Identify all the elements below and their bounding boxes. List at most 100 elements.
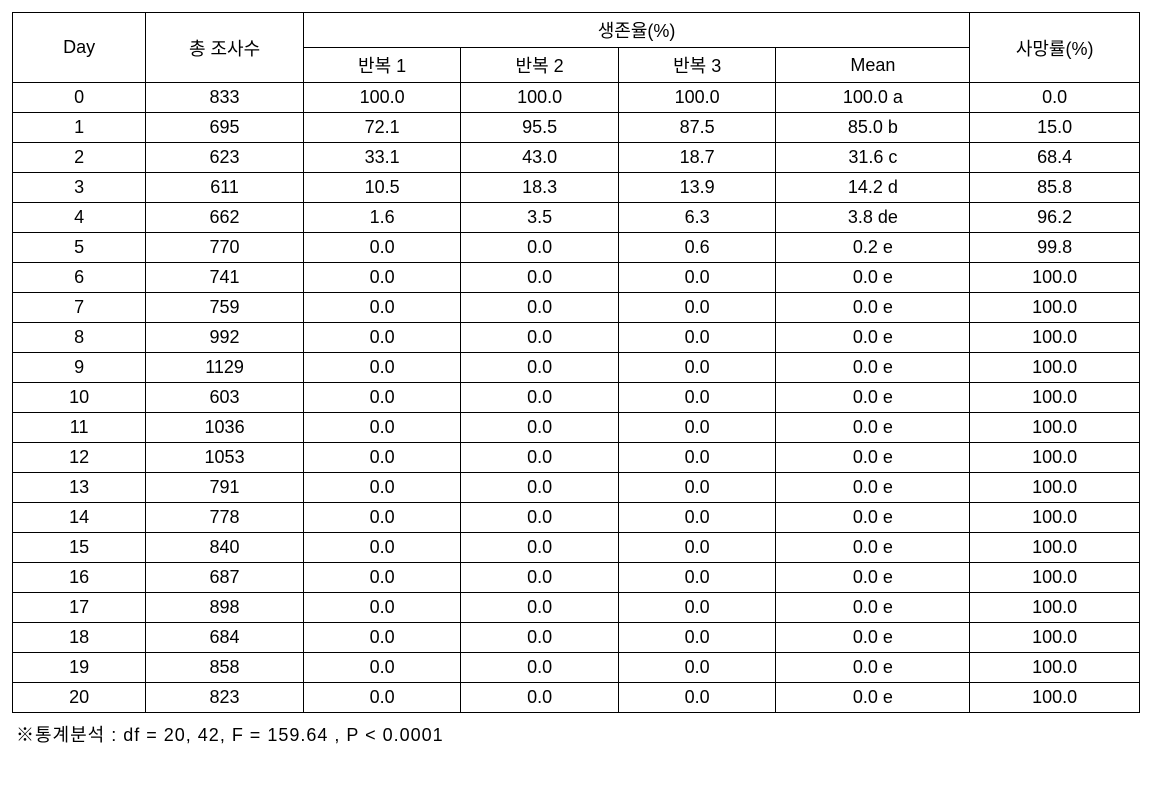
cell-mean: 0.0 e	[776, 413, 970, 443]
table-row: 0833100.0100.0100.0100.0 a0.0	[13, 83, 1140, 113]
cell-rep1: 0.0	[303, 263, 461, 293]
cell-rep2: 0.0	[461, 293, 619, 323]
cell-total: 833	[146, 83, 304, 113]
cell-mortality: 15.0	[970, 113, 1140, 143]
cell-rep3: 0.0	[618, 653, 776, 683]
cell-rep3: 0.0	[618, 533, 776, 563]
cell-mortality: 100.0	[970, 473, 1140, 503]
cell-mean: 0.0 e	[776, 293, 970, 323]
cell-rep2: 0.0	[461, 263, 619, 293]
cell-mean: 31.6 c	[776, 143, 970, 173]
cell-total: 791	[146, 473, 304, 503]
cell-total: 759	[146, 293, 304, 323]
cell-rep2: 0.0	[461, 563, 619, 593]
cell-mortality: 0.0	[970, 83, 1140, 113]
cell-rep3: 0.0	[618, 293, 776, 323]
cell-rep2: 0.0	[461, 533, 619, 563]
cell-rep3: 0.0	[618, 593, 776, 623]
cell-mortality: 68.4	[970, 143, 1140, 173]
cell-mortality: 100.0	[970, 623, 1140, 653]
cell-rep3: 0.0	[618, 563, 776, 593]
cell-mean: 0.0 e	[776, 383, 970, 413]
cell-day: 10	[13, 383, 146, 413]
cell-rep3: 0.0	[618, 473, 776, 503]
cell-day: 19	[13, 653, 146, 683]
cell-rep2: 18.3	[461, 173, 619, 203]
cell-total: 695	[146, 113, 304, 143]
cell-total: 1053	[146, 443, 304, 473]
cell-rep3: 0.0	[618, 413, 776, 443]
cell-rep1: 0.0	[303, 623, 461, 653]
header-day: Day	[13, 13, 146, 83]
cell-rep3: 0.6	[618, 233, 776, 263]
cell-day: 0	[13, 83, 146, 113]
cell-rep2: 0.0	[461, 413, 619, 443]
cell-rep3: 0.0	[618, 353, 776, 383]
cell-rep2: 0.0	[461, 623, 619, 653]
cell-rep1: 0.0	[303, 233, 461, 263]
cell-total: 992	[146, 323, 304, 353]
cell-mean: 0.0 e	[776, 503, 970, 533]
cell-total: 770	[146, 233, 304, 263]
cell-rep3: 0.0	[618, 323, 776, 353]
cell-total: 1129	[146, 353, 304, 383]
table-row: 166870.00.00.00.0 e100.0	[13, 563, 1140, 593]
header-survival-group: 생존율(%)	[303, 13, 969, 48]
cell-mean: 85.0 b	[776, 113, 970, 143]
table-row: 106030.00.00.00.0 e100.0	[13, 383, 1140, 413]
cell-rep2: 0.0	[461, 323, 619, 353]
cell-rep1: 0.0	[303, 533, 461, 563]
table-row: 1110360.00.00.00.0 e100.0	[13, 413, 1140, 443]
cell-day: 14	[13, 503, 146, 533]
cell-day: 4	[13, 203, 146, 233]
cell-rep3: 0.0	[618, 443, 776, 473]
cell-rep2: 0.0	[461, 353, 619, 383]
cell-rep1: 100.0	[303, 83, 461, 113]
cell-day: 17	[13, 593, 146, 623]
cell-rep1: 0.0	[303, 293, 461, 323]
cell-mean: 0.0 e	[776, 623, 970, 653]
cell-rep1: 1.6	[303, 203, 461, 233]
cell-rep3: 0.0	[618, 383, 776, 413]
cell-total: 687	[146, 563, 304, 593]
header-rep1: 반복 1	[303, 48, 461, 83]
cell-day: 16	[13, 563, 146, 593]
survival-table: Day 총 조사수 생존율(%) 사망률(%) 반복 1 반복 2 반복 3 M…	[12, 12, 1140, 713]
cell-rep1: 0.0	[303, 413, 461, 443]
cell-rep3: 6.3	[618, 203, 776, 233]
cell-rep1: 0.0	[303, 503, 461, 533]
cell-rep3: 18.7	[618, 143, 776, 173]
cell-rep1: 0.0	[303, 353, 461, 383]
cell-total: 898	[146, 593, 304, 623]
cell-rep2: 0.0	[461, 233, 619, 263]
cell-rep3: 0.0	[618, 623, 776, 653]
cell-mortality: 100.0	[970, 263, 1140, 293]
cell-rep2: 100.0	[461, 83, 619, 113]
cell-day: 7	[13, 293, 146, 323]
header-rep3: 반복 3	[618, 48, 776, 83]
cell-total: 603	[146, 383, 304, 413]
cell-rep2: 0.0	[461, 503, 619, 533]
table-row: 137910.00.00.00.0 e100.0	[13, 473, 1140, 503]
table-body: 0833100.0100.0100.0100.0 a0.0169572.195.…	[13, 83, 1140, 713]
table-header: Day 총 조사수 생존율(%) 사망률(%) 반복 1 반복 2 반복 3 M…	[13, 13, 1140, 83]
cell-rep1: 0.0	[303, 473, 461, 503]
table-row: 178980.00.00.00.0 e100.0	[13, 593, 1140, 623]
header-mortality: 사망률(%)	[970, 13, 1140, 83]
cell-rep3: 87.5	[618, 113, 776, 143]
cell-total: 662	[146, 203, 304, 233]
cell-rep1: 33.1	[303, 143, 461, 173]
cell-rep2: 0.0	[461, 473, 619, 503]
cell-rep1: 0.0	[303, 563, 461, 593]
cell-mean: 0.0 e	[776, 593, 970, 623]
cell-mortality: 85.8	[970, 173, 1140, 203]
cell-rep3: 0.0	[618, 683, 776, 713]
cell-rep1: 0.0	[303, 593, 461, 623]
cell-total: 741	[146, 263, 304, 293]
cell-day: 5	[13, 233, 146, 263]
cell-rep1: 72.1	[303, 113, 461, 143]
cell-mortality: 100.0	[970, 683, 1140, 713]
cell-mortality: 100.0	[970, 503, 1140, 533]
cell-day: 8	[13, 323, 146, 353]
cell-total: 623	[146, 143, 304, 173]
